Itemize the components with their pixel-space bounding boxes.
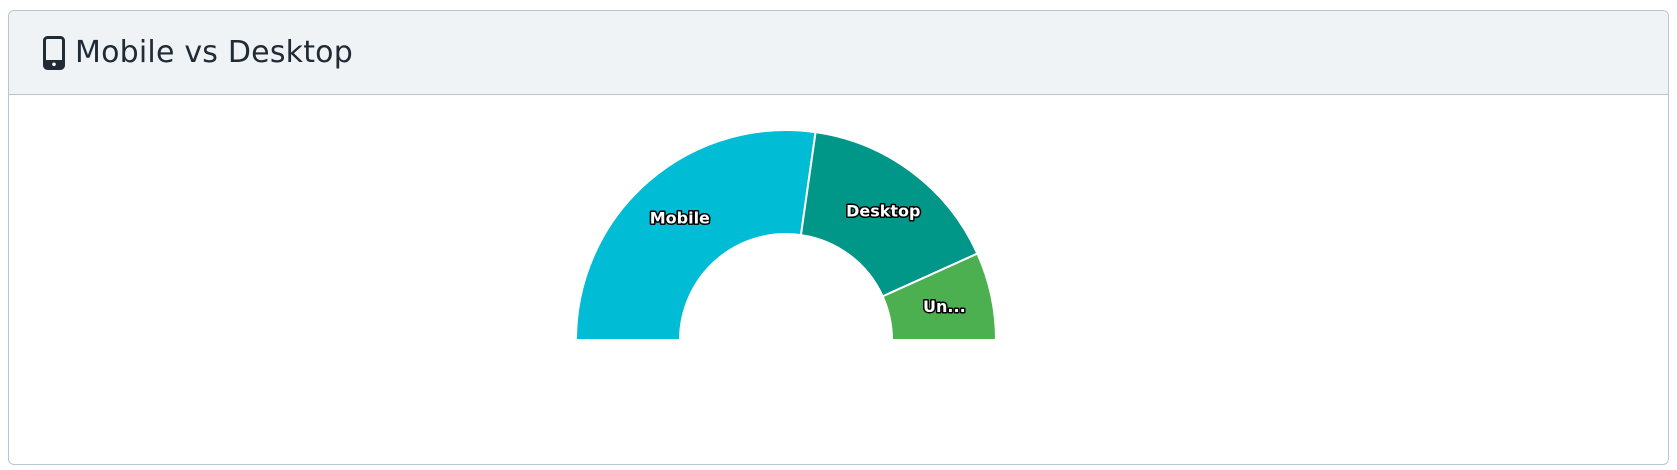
semi-donut-chart: Mobile Desktop Un... <box>574 129 998 341</box>
chart-area: Mobile Desktop Un... <box>9 95 1668 464</box>
slice-label-unknown: Un... <box>923 297 966 316</box>
slice-unknown[interactable] <box>881 252 998 341</box>
card-header: Mobile vs Desktop <box>9 11 1668 95</box>
chart-card: Mobile vs Desktop Mobile Desktop Un... <box>8 10 1669 465</box>
slice-label-desktop: Desktop <box>846 201 920 220</box>
slice-desktop[interactable] <box>799 130 979 298</box>
mobile-phone-icon <box>43 35 65 70</box>
labels-group: Mobile Desktop Un... <box>648 200 967 317</box>
page-title: Mobile vs Desktop <box>75 35 353 70</box>
slices-group <box>574 129 998 341</box>
slice-mobile[interactable] <box>574 129 817 341</box>
slice-label-mobile: Mobile <box>650 209 710 228</box>
